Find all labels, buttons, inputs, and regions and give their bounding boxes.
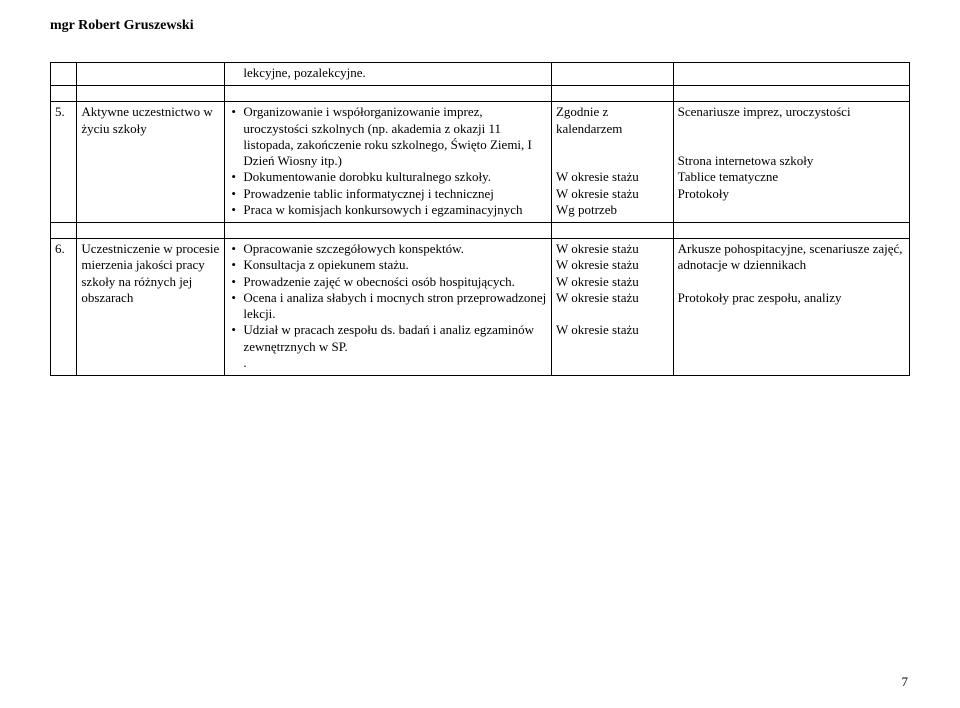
list-item: Konsultacja z opiekunem stażu. (243, 257, 547, 273)
action-list: Opracowanie szczegółowych konspektów. Ko… (229, 241, 547, 355)
cell-evidence: Scenariusze imprez, uroczystości Strona … (673, 102, 909, 223)
page-container: mgr Robert Gruszewski lekcyjne, pozalekc… (0, 0, 960, 376)
table-row: lekcyjne, pozalekcyjne. (51, 63, 910, 86)
table-row: 5. Aktywne uczestnictwo w życiu szkoły O… (51, 102, 910, 223)
orphan-text: lekcyjne, pozalekcyjne. (229, 65, 547, 81)
term-line: W okresie stażu (556, 322, 669, 338)
cell-num: 6. (51, 239, 77, 376)
cell-actions: Opracowanie szczegółowych konspektów. Ko… (225, 239, 552, 376)
list-item: Ocena i analiza słabych i mocnych stron … (243, 290, 547, 323)
term-line: Zgodnie z (556, 104, 669, 120)
cell-term: Zgodnie z kalendarzem W okresie stażu W … (551, 102, 673, 223)
cell-actions: Organizowanie i współorganizowanie impre… (225, 102, 552, 223)
cell-evidence: Arkusze pohospitacyjne, scenariusze zaję… (673, 239, 909, 376)
term-line: W okresie stażu (556, 186, 669, 202)
list-item: Udział w pracach zespołu ds. badań i ana… (243, 322, 547, 355)
term-line: W okresie stażu (556, 169, 669, 185)
list-item: Praca w komisjach konkursowych i egzamin… (243, 202, 547, 218)
list-item: Dokumentowanie dorobku kulturalnego szko… (243, 169, 547, 185)
action-list: Organizowanie i współorganizowanie impre… (229, 104, 547, 218)
cell-num (51, 63, 77, 86)
list-item: Organizowanie i współorganizowanie impre… (243, 104, 547, 169)
page-number: 7 (902, 674, 909, 690)
cell-actions: lekcyjne, pozalekcyjne. (225, 63, 552, 86)
cell-title: Aktywne uczestnictwo w życiu szkoły (77, 102, 225, 223)
plan-table: lekcyjne, pozalekcyjne. 5. Aktywne uczes… (50, 62, 910, 376)
term-line: W okresie stażu (556, 274, 669, 290)
cell-term (551, 63, 673, 86)
trailing-dot: . (229, 355, 547, 371)
list-item: Prowadzenie tablic informatycznej i tech… (243, 186, 547, 202)
cell-num: 5. (51, 102, 77, 223)
cell-title: Uczestniczenie w procesie mierzenia jako… (77, 239, 225, 376)
term-line: kalendarzem (556, 121, 669, 137)
evidence-line: Strona internetowa szkoły (678, 153, 905, 169)
evidence-line: Scenariusze imprez, uroczystości (678, 104, 905, 120)
author-header: mgr Robert Gruszewski (50, 18, 910, 34)
cell-term: W okresie stażu W okresie stażu W okresi… (551, 239, 673, 376)
term-line: Wg potrzeb (556, 202, 669, 218)
list-item: Prowadzenie zajęć w obecności osób hospi… (243, 274, 547, 290)
evidence-line: Arkusze pohospitacyjne, scenariusze zaję… (678, 241, 905, 274)
list-item: Opracowanie szczegółowych konspektów. (243, 241, 547, 257)
term-line: W okresie stażu (556, 290, 669, 306)
term-line: W okresie stażu (556, 257, 669, 273)
cell-evidence (673, 63, 909, 86)
spacer-row (51, 223, 910, 239)
cell-title (77, 63, 225, 86)
evidence-line: Protokoły (678, 186, 905, 202)
spacer-row (51, 86, 910, 102)
evidence-line: Protokoły prac zespołu, analizy (678, 290, 905, 306)
table-row: 6. Uczestniczenie w procesie mierzenia j… (51, 239, 910, 376)
evidence-line: Tablice tematyczne (678, 169, 905, 185)
term-line: W okresie stażu (556, 241, 669, 257)
